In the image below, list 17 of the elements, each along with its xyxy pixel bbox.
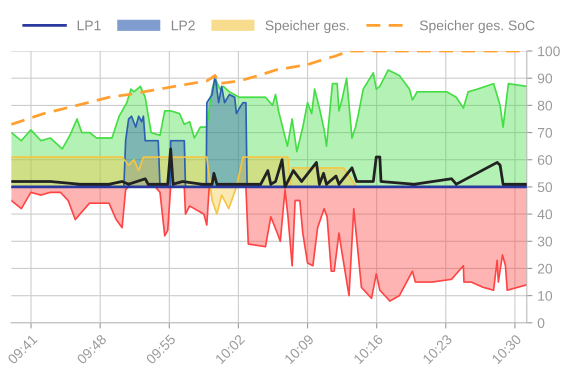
y-tick-label: 20 [538,264,552,274]
legend-label: Speicher ges. [266,20,349,34]
y-tick-label: 100 [538,46,560,56]
y-tick-label: 30 [538,236,552,246]
y-tick-label: 10 [538,290,552,301]
y-tick-label: 70 [538,128,552,138]
y-tick-label: 80 [538,100,552,111]
y-tick-label: 60 [538,155,552,165]
line-series [11,147,527,188]
y-tick-label: 50 [538,182,552,192]
legend-label: Speicher ges. SoC [420,20,535,34]
legend-label: LP2 [172,20,195,30]
legend-label: LP1 [78,20,101,30]
y-tick-label: 0 [538,318,544,328]
y-tick-label: 90 [538,74,552,84]
y-tick-label: 40 [538,209,552,220]
line-series [11,69,527,152]
